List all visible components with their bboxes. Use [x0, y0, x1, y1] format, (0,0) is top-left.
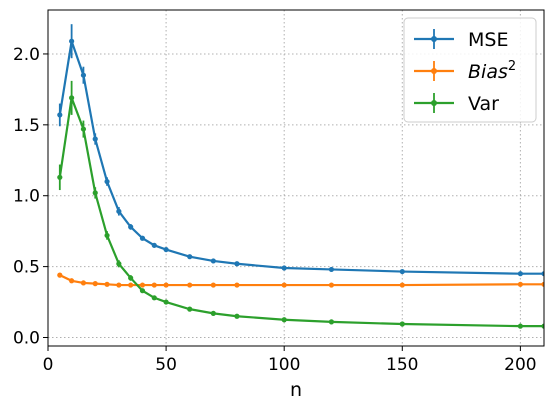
y-tick-label: 1.0	[13, 187, 40, 207]
plot-frame	[47, 9, 545, 347]
legend-box	[403, 17, 537, 123]
data-point-var	[116, 261, 122, 267]
data-point-bias	[210, 282, 216, 288]
data-point-var	[328, 319, 335, 325]
data-point-mse	[163, 246, 169, 253]
data-point-var	[92, 190, 98, 196]
data-point-mse	[69, 38, 75, 44]
data-point-var	[80, 126, 87, 132]
data-point-var	[128, 275, 134, 281]
y-tick-label: 1.5	[13, 116, 40, 136]
y-tick-label: 0.0	[13, 328, 40, 348]
x-tick-label: 100	[268, 355, 300, 375]
data-point-var	[541, 323, 544, 329]
legend-label-main: Bias	[468, 61, 508, 83]
data-point-var	[139, 288, 146, 294]
data-point-var	[163, 299, 169, 305]
data-point-bias	[281, 282, 287, 288]
data-point-bias	[234, 282, 240, 288]
data-point-mse	[328, 266, 335, 273]
legend-marker-bias	[431, 68, 437, 74]
x-tick-label: 200	[504, 355, 536, 375]
data-point-var	[517, 323, 523, 329]
series-mse	[57, 24, 544, 277]
data-point-mse	[151, 242, 157, 248]
data-point-bias	[151, 282, 157, 288]
data-point-bias	[57, 272, 63, 278]
data-point-mse	[399, 268, 405, 275]
data-point-mse	[210, 258, 216, 264]
data-point-var	[151, 295, 157, 301]
legend-item-mse: MSE	[414, 29, 508, 51]
x-tick-label: 50	[155, 355, 177, 375]
data-point-var	[234, 313, 240, 319]
data-point-bias	[187, 282, 193, 288]
data-point-mse	[116, 208, 122, 214]
series-var	[57, 80, 544, 329]
data-point-mse	[541, 271, 544, 277]
y-tick-label: 0.5	[13, 258, 40, 278]
data-point-mse	[57, 112, 63, 118]
legend-marker-var	[431, 100, 437, 106]
data-point-var	[210, 310, 216, 316]
data-point-bias	[80, 280, 87, 286]
data-point-mse	[80, 72, 87, 78]
data-point-var	[187, 306, 193, 312]
data-point-mse	[92, 136, 98, 142]
x-axis-label: n	[290, 379, 302, 401]
series-line-var	[58, 93, 544, 328]
series-line-mse	[58, 40, 544, 275]
data-point-var	[57, 174, 63, 180]
y-tick-label: 2.0	[13, 45, 40, 65]
data-point-bias	[163, 282, 169, 288]
data-point-var	[69, 95, 75, 101]
data-point-var	[399, 321, 405, 327]
axis-ticks: 0 50 100 150 200 0.0 0.5 1.0 1.5 2.0	[13, 45, 537, 375]
legend-label-mse: MSE	[468, 29, 508, 51]
data-point-var	[104, 232, 110, 239]
data-point-bias	[92, 281, 98, 287]
data-point-bias	[517, 281, 523, 287]
data-point-mse	[187, 254, 193, 260]
data-point-bias	[328, 282, 335, 288]
legend-marker-mse	[431, 36, 437, 42]
legend-label-var: Var	[468, 93, 499, 115]
data-point-bias	[399, 282, 405, 288]
data-point-bias	[128, 282, 134, 288]
data-point-mse	[517, 271, 523, 277]
data-point-var	[281, 317, 287, 323]
legend-label-superscript: 2	[508, 59, 516, 74]
data-point-bias	[104, 281, 110, 287]
x-tick-label: 150	[386, 355, 418, 375]
data-point-mse	[104, 178, 110, 185]
legend-label-bias: Bias2	[468, 59, 516, 83]
legend-item-bias: Bias2	[414, 59, 516, 83]
legend-item-var: Var	[414, 93, 499, 115]
data-point-mse	[234, 261, 240, 267]
data-point-mse	[281, 265, 287, 271]
data-point-mse	[139, 235, 146, 241]
data-point-mse	[128, 224, 134, 230]
data-point-bias	[541, 281, 544, 287]
legend: MSE Bias2 Var	[403, 17, 537, 123]
data-point-bias	[139, 282, 146, 288]
data-point-bias	[116, 282, 122, 288]
series-layer	[57, 24, 544, 329]
data-point-bias	[69, 278, 75, 284]
grid-lines	[47, 10, 544, 346]
series-bias	[57, 272, 544, 288]
x-tick-label: 0	[43, 355, 54, 375]
